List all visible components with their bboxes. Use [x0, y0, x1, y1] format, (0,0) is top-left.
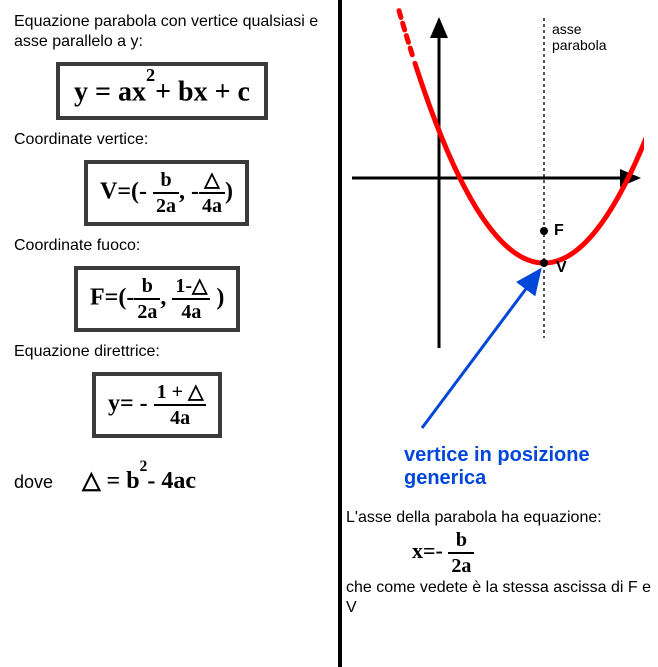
caption-focus: Coordinate fuoco: — [14, 236, 328, 256]
formula-focus: F=(-b2a, 1-△4a ) — [74, 266, 240, 332]
svg-text:F: F — [554, 222, 564, 239]
formula-vertex: V=(- b2a, -△4a) — [84, 160, 249, 226]
formula-directrix: y= - 1 + △4a — [92, 372, 222, 438]
caption-vertex: Coordinate vertice: — [14, 130, 328, 150]
vertex-annotation: vertice in posizione generica — [404, 444, 652, 490]
svg-text:V: V — [556, 259, 567, 276]
axis-equation-caption-2: che come vedete è la stessa ascissa di F… — [346, 578, 652, 618]
parabola-chart: asseparabola F V — [344, 8, 644, 438]
right-column: asseparabola F V vertice in posizione gene… — [338, 0, 658, 667]
svg-text:asse: asse — [552, 21, 582, 37]
caption-directrix: Equazione direttrice: — [14, 342, 328, 362]
left-column: Equazione parabola con vertice qualsiasi… — [0, 0, 338, 667]
svg-text:parabola: parabola — [552, 37, 607, 53]
delta-definition: dove △ = b2- 4ac — [14, 466, 328, 495]
formula-equation: y = ax2+ bx + c — [56, 62, 268, 120]
axis-equation-formula: x=- b2a — [412, 530, 652, 576]
axis-equation-caption: L'asse della parabola ha equazione: — [346, 508, 652, 528]
caption-equation: Equazione parabola con vertice qualsiasi… — [14, 12, 328, 52]
